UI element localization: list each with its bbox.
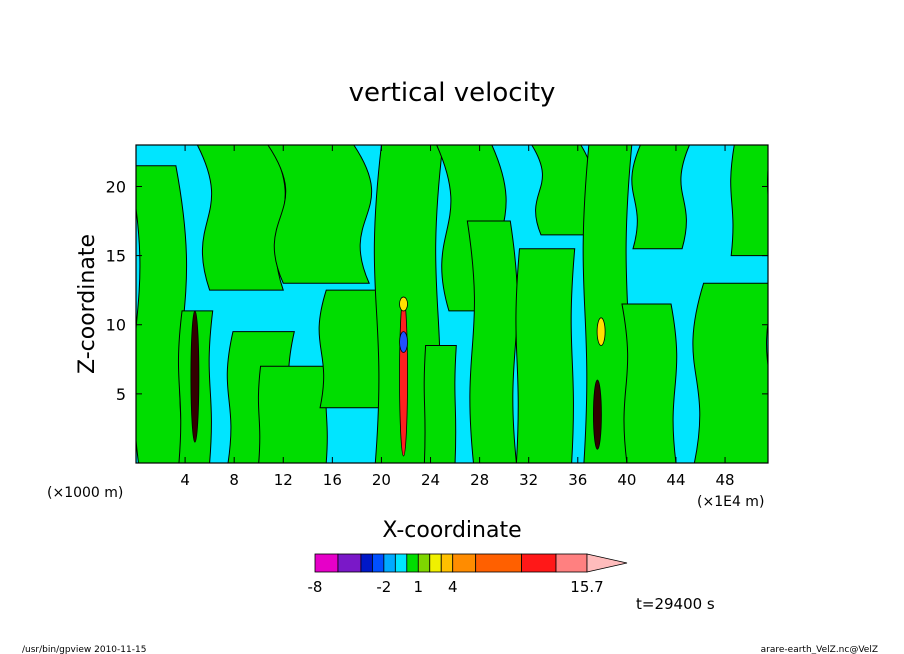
footer-left-note: /usr/bin/gpview 2010-11-15 — [22, 645, 146, 654]
x-tick-label-24: 24 — [421, 471, 440, 489]
velocity-core-4 — [596, 317, 606, 346]
x-unit-left: (×1000 m) — [47, 485, 123, 501]
green-region-8 — [423, 344, 457, 463]
colorbar-segment-8 — [429, 553, 442, 573]
colorbar-segment-2 — [360, 553, 373, 573]
x-axis-label: X-coordinate — [382, 518, 521, 543]
colorbar-extend-arrow — [586, 553, 628, 573]
x-tick-label-16: 16 — [323, 471, 342, 489]
colorbar-segment-0 — [314, 553, 339, 573]
colorbar-segment-3 — [371, 553, 385, 573]
colorbar-segment-12 — [521, 553, 557, 573]
footer-right-note: arare-earth_VelZ.nc@VelZ — [761, 645, 878, 654]
colorbar-label--8: -8 — [308, 578, 323, 596]
colorbar-segment-13 — [555, 553, 588, 573]
green-region-4 — [257, 365, 329, 463]
y-tick-label-20: 20 — [106, 177, 126, 196]
x-tick-label-4: 4 — [180, 471, 190, 489]
velocity-core-5 — [593, 379, 602, 450]
colorbar-segment-10 — [452, 553, 477, 573]
green-region-12 — [531, 145, 592, 236]
colorbar-label--2: -2 — [376, 578, 391, 596]
green-region-2 — [196, 145, 286, 291]
colorbar-segment-11 — [475, 553, 522, 573]
green-region-17 — [730, 145, 768, 257]
colorbar-segment-1 — [337, 553, 362, 573]
contour-field — [136, 145, 768, 463]
y-tick-label-5: 5 — [116, 385, 126, 404]
velocity-core-1 — [399, 296, 408, 457]
green-region-15 — [631, 145, 691, 250]
colorbar-label-15.7: 15.7 — [570, 578, 603, 596]
colorbar-segment-4 — [383, 553, 396, 573]
colorbar-segment-7 — [417, 553, 431, 573]
y-tick-label-10: 10 — [106, 316, 126, 335]
green-region-0 — [136, 165, 188, 463]
green-region-14 — [621, 303, 678, 463]
plot-frame — [135, 144, 769, 464]
green-region-10 — [466, 220, 518, 463]
x-unit-right: (×1E4 m) — [697, 494, 764, 510]
y-tick-label-15: 15 — [106, 247, 126, 266]
y-axis-label: Z-coordinate — [75, 234, 100, 374]
colorbar-label-4: 4 — [448, 578, 458, 596]
x-tick-label-40: 40 — [617, 471, 636, 489]
colorbar-segment-5 — [394, 553, 408, 573]
velocity-core-0 — [190, 310, 200, 443]
velocity-core-2 — [399, 331, 408, 353]
x-tick-label-28: 28 — [470, 471, 489, 489]
chart-title: vertical velocity — [349, 78, 556, 108]
x-tick-label-32: 32 — [519, 471, 538, 489]
x-tick-label-48: 48 — [716, 471, 735, 489]
x-tick-label-36: 36 — [568, 471, 587, 489]
green-region-16 — [692, 282, 768, 463]
velocity-core-3 — [399, 296, 408, 312]
colorbar-segment-9 — [440, 553, 454, 573]
colorbar: -8 -2 1 4 15.7 — [308, 553, 628, 596]
colorbar-segment-6 — [406, 553, 419, 573]
time-label: t=29400 s — [636, 595, 715, 613]
x-tick-label-12: 12 — [274, 471, 293, 489]
green-region-5 — [267, 145, 373, 284]
x-tick-label-20: 20 — [372, 471, 391, 489]
green-region-11 — [515, 248, 576, 463]
x-tick-label-8: 8 — [229, 471, 239, 489]
colorbar-label-1: 1 — [414, 578, 424, 596]
x-tick-label-44: 44 — [666, 471, 685, 489]
